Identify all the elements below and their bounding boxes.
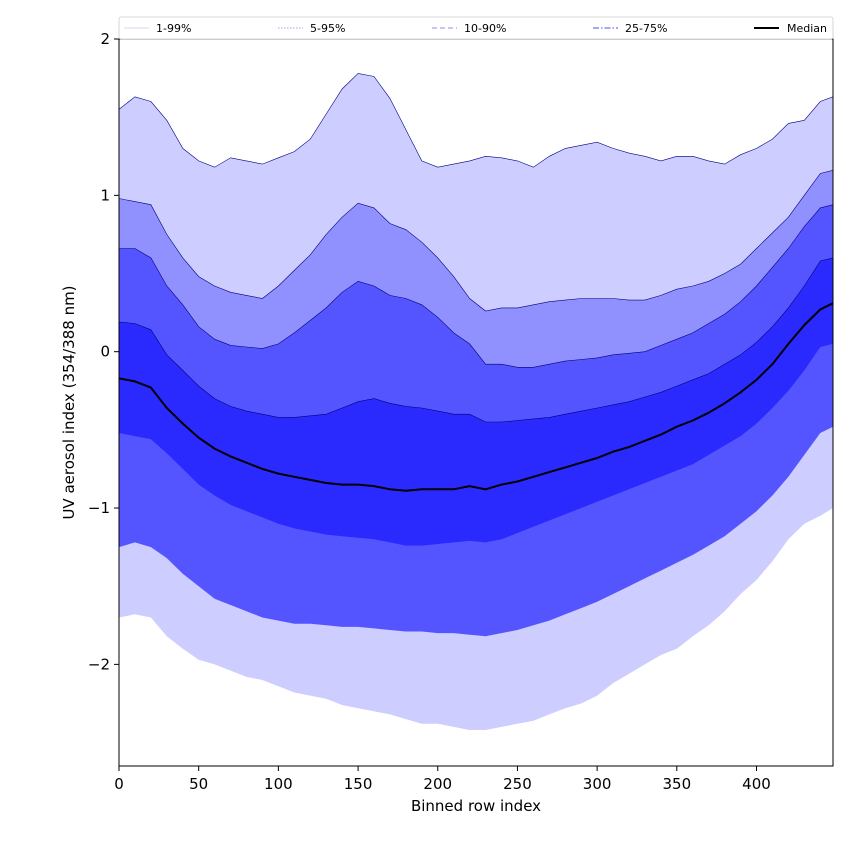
axes: 0 50 100 150 200 250 300 350 400 −2 −1 0 1 2 bbox=[88, 30, 834, 793]
x-tick-label: 50 bbox=[189, 775, 208, 793]
x-tick-label: 200 bbox=[423, 775, 452, 793]
y-tick-label: 0 bbox=[100, 343, 110, 361]
legend-label: Median bbox=[787, 22, 827, 35]
band-25-75pct bbox=[119, 257, 833, 546]
x-tick-label: 150 bbox=[344, 775, 373, 793]
x-tick-label: 300 bbox=[583, 775, 612, 793]
legend-box bbox=[118, 16, 834, 40]
band-edge-25-75pct bbox=[119, 257, 833, 423]
legend-label: 1-99% bbox=[156, 22, 191, 35]
x-tick-label: 350 bbox=[662, 775, 691, 793]
band-edge-10-90pct bbox=[119, 204, 833, 368]
x-tick-label: 250 bbox=[503, 775, 532, 793]
y-tick-label: −1 bbox=[88, 499, 110, 517]
legend-label: 25-75% bbox=[625, 22, 667, 35]
legend-label: 5-95% bbox=[310, 22, 345, 35]
y-tick-label: 2 bbox=[100, 30, 110, 48]
y-tick-label: −2 bbox=[88, 655, 110, 673]
plot-content bbox=[119, 73, 833, 730]
y-axis-label: UV aerosol index (354/388 nm) bbox=[60, 285, 78, 519]
x-tick-label: 0 bbox=[114, 775, 124, 793]
median-line bbox=[119, 302, 833, 492]
band-edge-1-99pct bbox=[119, 73, 833, 168]
x-tick-label: 400 bbox=[742, 775, 771, 793]
legend: 1-99% 5-95% 10-90% 25-75% Median bbox=[118, 16, 834, 40]
legend-label: 10-90% bbox=[464, 22, 506, 35]
x-tick-label: 100 bbox=[264, 775, 293, 793]
y-tick-label: 1 bbox=[100, 186, 110, 204]
plot-area bbox=[119, 73, 833, 730]
x-axis-label: Binned row index bbox=[411, 797, 541, 815]
band-edge-5-95pct bbox=[119, 170, 833, 312]
